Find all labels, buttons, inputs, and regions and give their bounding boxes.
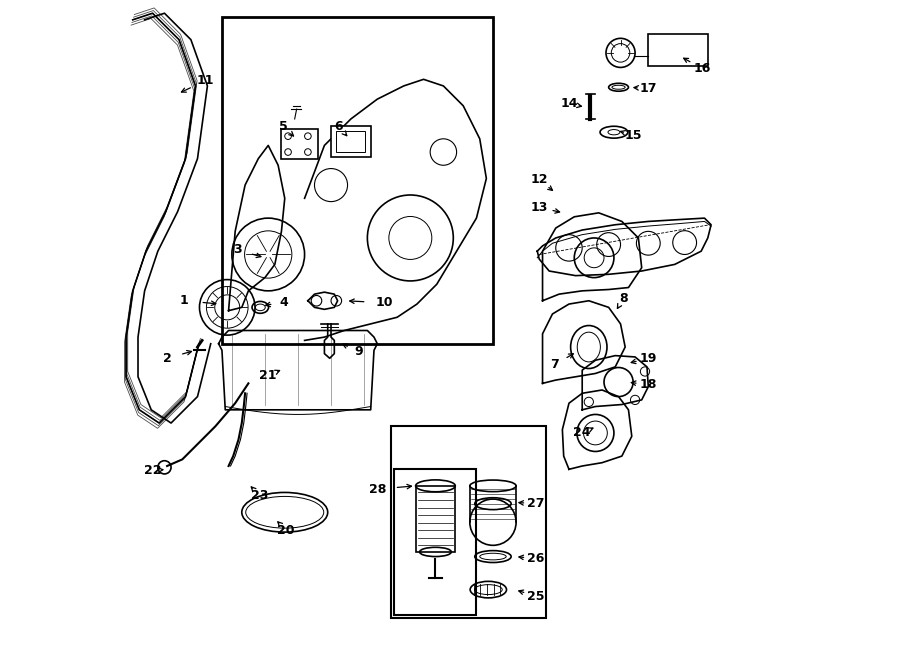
Text: 18: 18 xyxy=(640,378,657,391)
Text: 1: 1 xyxy=(180,294,189,307)
Text: 17: 17 xyxy=(640,82,657,95)
Bar xyxy=(648,34,707,66)
Bar xyxy=(416,486,455,552)
Text: 24: 24 xyxy=(573,426,591,440)
Text: 2: 2 xyxy=(163,352,172,365)
Text: 8: 8 xyxy=(619,292,627,305)
Text: 28: 28 xyxy=(369,483,386,496)
Text: 12: 12 xyxy=(530,173,548,186)
Text: 20: 20 xyxy=(277,524,295,537)
Text: 14: 14 xyxy=(560,97,578,110)
Bar xyxy=(394,469,476,615)
Text: 4: 4 xyxy=(279,295,288,309)
Bar xyxy=(337,131,365,152)
Text: 27: 27 xyxy=(527,497,544,510)
Text: 3: 3 xyxy=(233,243,241,256)
Bar xyxy=(222,17,493,344)
Bar xyxy=(331,126,371,157)
Text: 9: 9 xyxy=(355,345,363,358)
Bar xyxy=(282,129,318,159)
Text: 15: 15 xyxy=(625,129,643,142)
Text: 19: 19 xyxy=(640,352,657,365)
Text: 25: 25 xyxy=(527,590,544,603)
Text: 5: 5 xyxy=(279,120,288,134)
Text: 26: 26 xyxy=(527,552,544,565)
Bar xyxy=(391,426,545,618)
Text: 23: 23 xyxy=(251,489,268,502)
Text: 21: 21 xyxy=(259,369,277,382)
Text: 22: 22 xyxy=(144,464,161,477)
Text: 10: 10 xyxy=(375,296,392,309)
Text: 7: 7 xyxy=(550,358,559,371)
Text: 13: 13 xyxy=(530,201,548,214)
Text: 16: 16 xyxy=(694,62,711,75)
Text: 11: 11 xyxy=(197,74,214,87)
Text: 6: 6 xyxy=(335,120,343,134)
